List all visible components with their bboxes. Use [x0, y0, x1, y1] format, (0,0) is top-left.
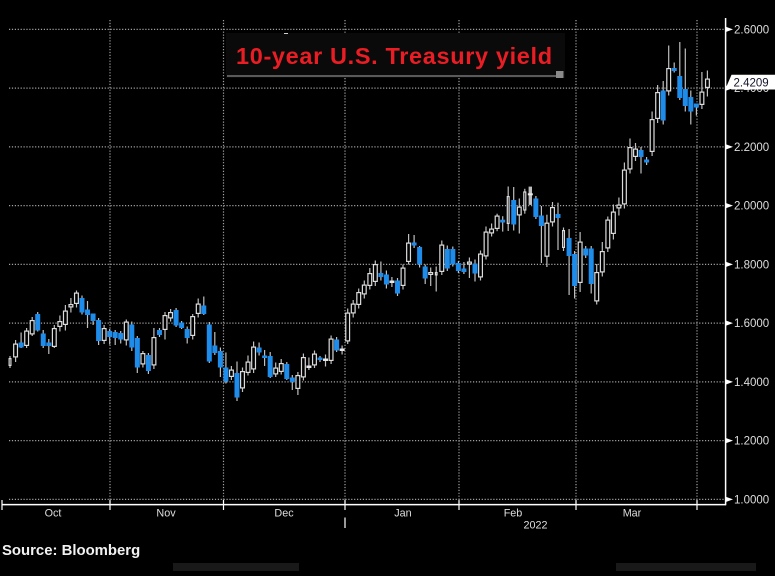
- svg-text:2022: 2022: [523, 519, 547, 531]
- svg-text:2.0000: 2.0000: [734, 201, 769, 213]
- svg-text:Jan: Jan: [394, 508, 411, 520]
- svg-text:Source: Bloomberg: Source: Bloomberg: [2, 543, 140, 559]
- svg-text:Oct: Oct: [45, 508, 62, 520]
- svg-text:1.2000: 1.2000: [734, 436, 769, 448]
- svg-text:Mar: Mar: [623, 508, 642, 520]
- svg-text:1.6000: 1.6000: [734, 318, 769, 330]
- svg-text:Nov: Nov: [156, 508, 176, 520]
- svg-text:Feb: Feb: [504, 508, 523, 520]
- svg-text:2.6000: 2.6000: [734, 24, 769, 36]
- svg-text:1.0000: 1.0000: [734, 494, 769, 506]
- svg-text:1.8000: 1.8000: [734, 259, 769, 271]
- svg-text:10-year U.S. Treasury yield: 10-year U.S. Treasury yield: [236, 43, 553, 69]
- svg-text:2.4209: 2.4209: [734, 77, 769, 89]
- svg-text:1.4000: 1.4000: [734, 377, 769, 389]
- svg-text:2.2000: 2.2000: [734, 142, 769, 154]
- svg-text:Dec: Dec: [274, 508, 294, 520]
